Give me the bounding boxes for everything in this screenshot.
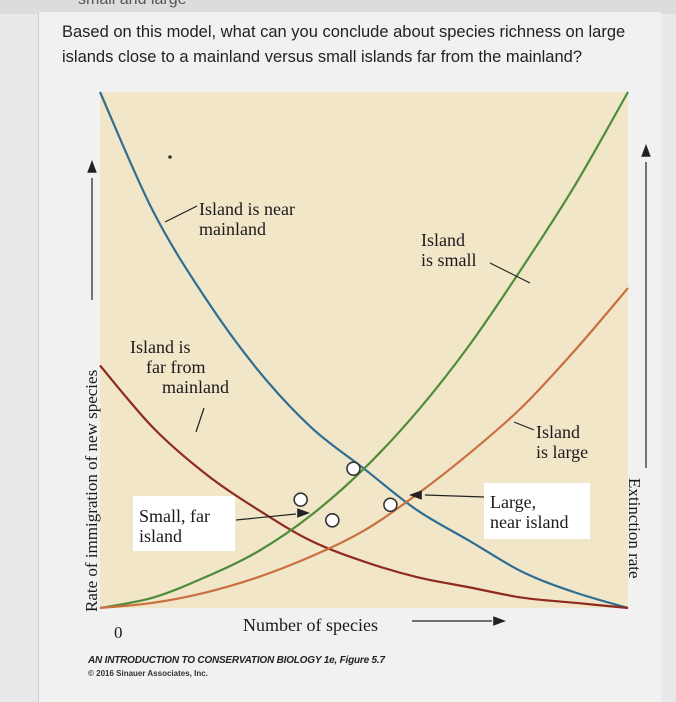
label-island-small: Island is small: [421, 230, 477, 270]
leader-island-near: [164, 205, 198, 223]
label-small-far-line: Small, far: [139, 506, 210, 526]
large-near-box: [484, 483, 590, 539]
immigration-far-curve: [99, 364, 629, 610]
leader-island-small: [489, 262, 531, 284]
label-large-near-line: Large,: [490, 492, 536, 512]
label-small-far: Small, far island: [139, 506, 210, 546]
y-axis-left-arrow-head: [87, 160, 97, 173]
leader-island-large: [513, 421, 535, 431]
question-text: Based on this model, what can you conclu…: [62, 23, 626, 66]
leader-island-far: [195, 407, 205, 433]
y-axis-label-right: Extinction rate: [625, 478, 644, 579]
label-island-large-line: Island: [536, 422, 580, 442]
equilibrium-point-1: [293, 492, 308, 507]
small-far-box: [133, 496, 235, 551]
equilibrium-point-4: [383, 497, 398, 513]
arrow-large-near-line: [424, 494, 485, 498]
x-axis-arrow-head: [493, 616, 506, 626]
label-island-near-line: mainland: [199, 219, 266, 239]
immigration-near-curve: [98, 91, 629, 610]
label-island-far-line: Island is: [130, 337, 191, 357]
arrow-large-near-head: [409, 490, 422, 500]
label-large-near: Large, near island: [490, 492, 568, 532]
y-axis-label-left: Rate of immigration of new species: [82, 370, 101, 612]
label-island-near: Island is near mainland: [199, 199, 295, 239]
label-large-near-line: near island: [490, 512, 568, 532]
x-axis-label: Number of species: [243, 615, 378, 635]
label-island-far: Island is far from mainland: [130, 337, 229, 397]
label-island-far-line: mainland: [162, 377, 229, 397]
equilibrium-point-2: [325, 512, 340, 528]
cropped-header: small and large: [0, 0, 676, 14]
figure-credit: AN INTRODUCTION TO CONSERVATION BIOLOGY …: [88, 655, 385, 666]
extinction-small-curve: [99, 91, 629, 610]
label-island-large: Island is large: [536, 422, 588, 462]
figure-copyright: © 2016 Sinauer Associates, Inc.: [88, 669, 208, 678]
dot-marker: [168, 155, 172, 159]
label-island-large-line: is large: [536, 442, 588, 462]
label-small-far-line: island: [139, 526, 182, 546]
x-tick-0: 0: [114, 623, 123, 642]
label-island-far-line: far from: [146, 357, 205, 377]
equilibrium-point-3: [346, 461, 361, 476]
label-island-small-line: is small: [421, 250, 477, 270]
label-island-near-line: Island is near: [199, 199, 295, 219]
extinction-large-curve: [99, 287, 629, 610]
arrow-small-far-head: [297, 508, 310, 518]
cropped-header-text: small and large: [78, 0, 187, 9]
label-island-small-line: Island: [421, 230, 465, 250]
y-axis-right-arrow-head: [641, 144, 651, 157]
arrow-small-far-line: [235, 513, 297, 521]
